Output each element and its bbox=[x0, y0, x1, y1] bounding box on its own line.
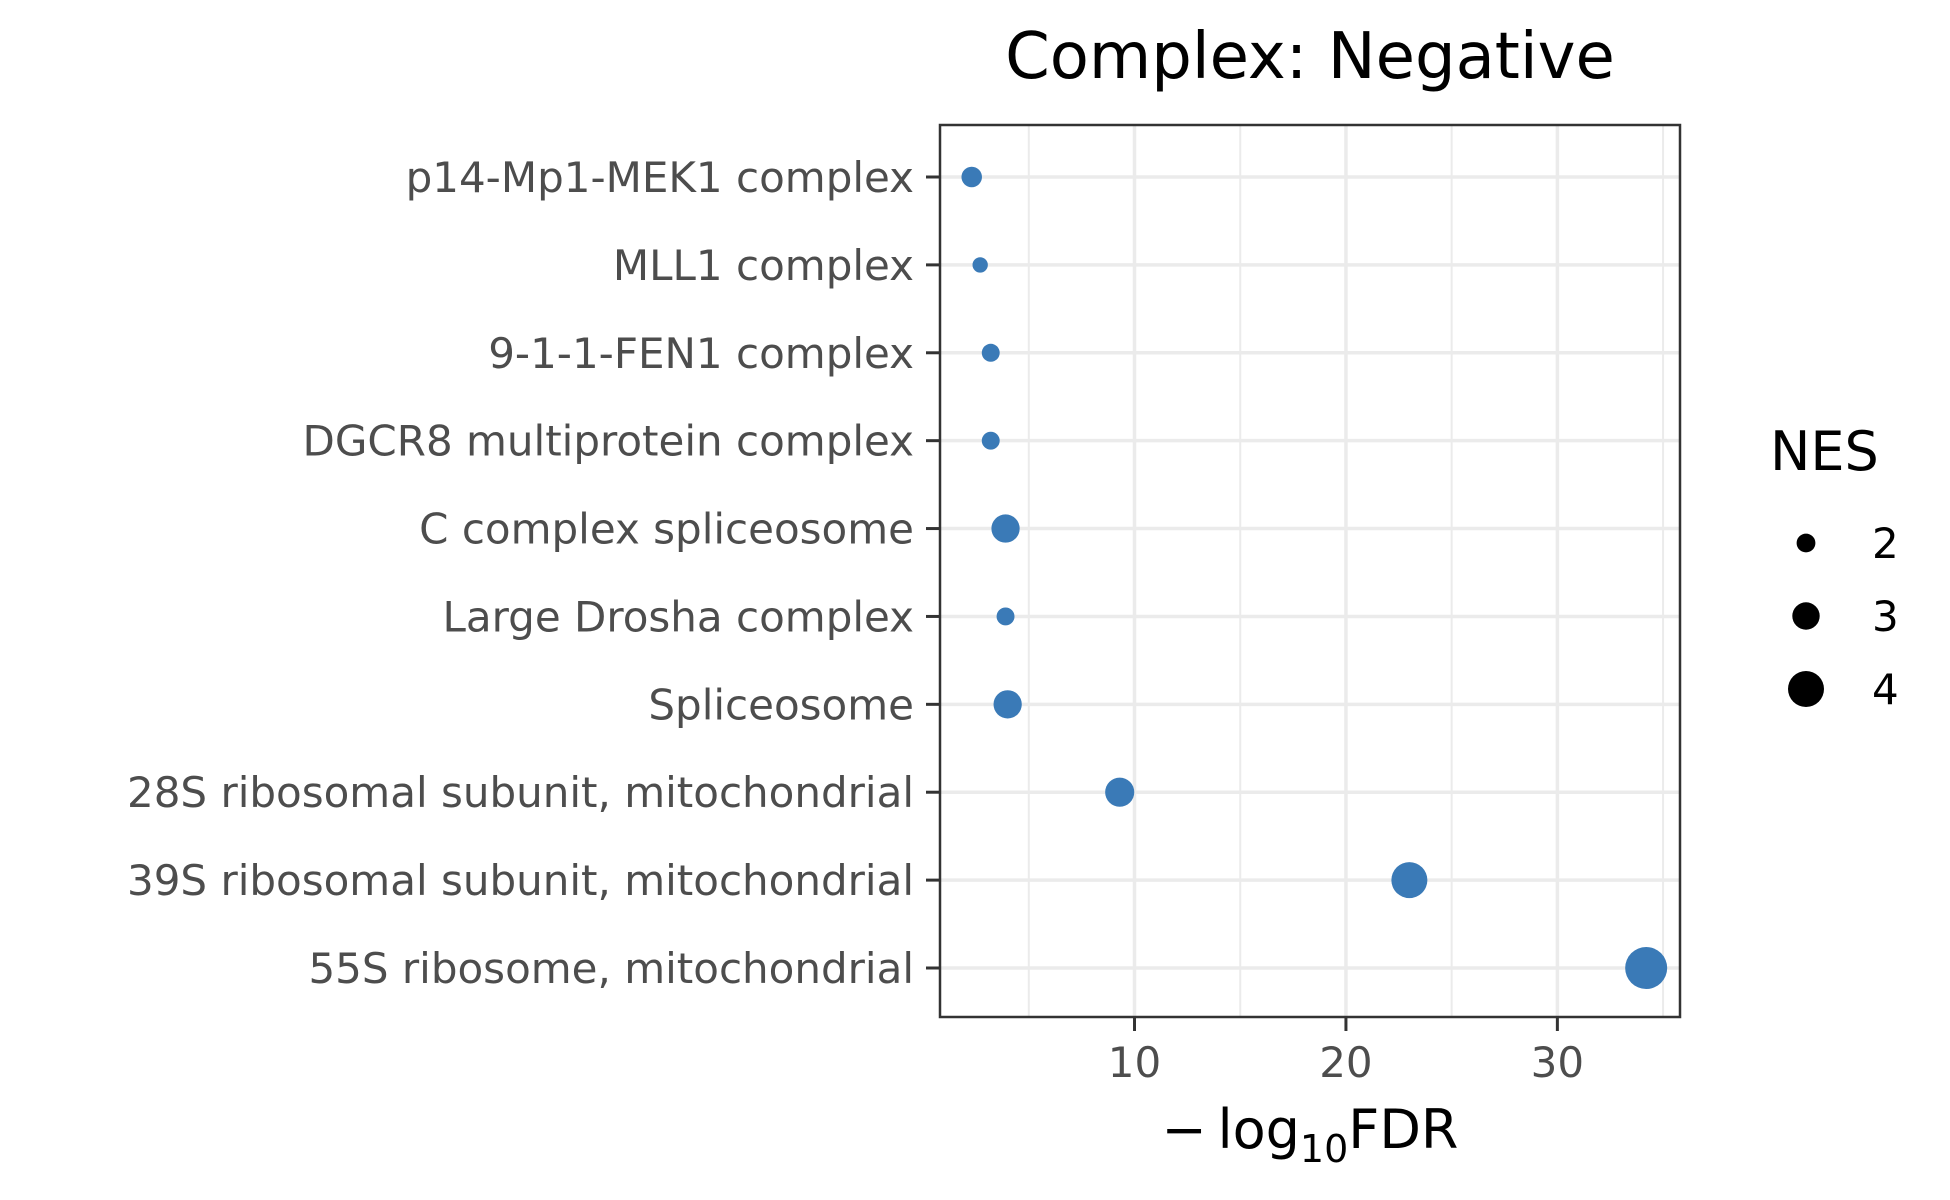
data-point bbox=[1105, 777, 1135, 807]
data-points bbox=[961, 166, 1668, 990]
data-point bbox=[972, 257, 988, 273]
size-legend: NES 2 3 4 bbox=[1770, 420, 1899, 714]
data-point bbox=[996, 607, 1015, 626]
x-tick-label: 20 bbox=[1319, 1038, 1372, 1087]
data-point bbox=[993, 690, 1022, 719]
x-axis-title-subscript: 10 bbox=[1300, 1127, 1348, 1171]
y-tick-label: 9-1-1-FEN1 complex bbox=[488, 329, 914, 378]
plot-panel-border bbox=[938, 123, 1682, 1019]
x-tick-label: 10 bbox=[1108, 1038, 1161, 1087]
data-point bbox=[981, 431, 1000, 450]
data-point bbox=[1391, 862, 1428, 899]
x-axis-title-prefix: − log bbox=[1162, 1098, 1300, 1161]
data-point bbox=[981, 343, 1000, 362]
y-tick-label: 39S ribosomal subunit, mitochondrial bbox=[127, 856, 914, 905]
legend-label: 3 bbox=[1872, 592, 1899, 641]
legend-key bbox=[1788, 671, 1824, 707]
y-tick-label: MLL1 complex bbox=[613, 241, 914, 290]
data-point bbox=[961, 166, 982, 188]
y-tick-label: Spliceosome bbox=[648, 680, 914, 729]
x-tick-label: 30 bbox=[1531, 1038, 1584, 1087]
legend-key bbox=[1792, 602, 1820, 630]
x-axis: 10 20 30 bbox=[1108, 1017, 1584, 1087]
y-tick-label: p14-Mp1-MEK1 complex bbox=[406, 153, 914, 202]
y-tick-label: C complex spliceosome bbox=[419, 505, 914, 554]
legend-label: 4 bbox=[1872, 665, 1899, 714]
legend-label: 2 bbox=[1872, 519, 1899, 568]
y-tick-label: DGCR8 multiprotein complex bbox=[303, 417, 914, 466]
legend-title: NES bbox=[1770, 420, 1879, 483]
x-axis-title-suffix: FDR bbox=[1348, 1098, 1458, 1161]
y-tick-label: 28S ribosomal subunit, mitochondrial bbox=[127, 768, 914, 817]
grid bbox=[940, 125, 1680, 1017]
y-axis: p14-Mp1-MEK1 complex MLL1 complex 9-1-1-FE… bbox=[127, 153, 940, 993]
data-point bbox=[991, 514, 1020, 543]
legend-key bbox=[1796, 533, 1816, 553]
y-tick-label: 55S ribosome, mitochondrial bbox=[308, 944, 914, 993]
y-tick-label: Large Drosha complex bbox=[443, 592, 914, 641]
chart-title: Complex: Negative bbox=[1005, 20, 1615, 94]
data-point bbox=[1625, 946, 1668, 990]
x-axis-title: − log10FDR bbox=[1162, 1098, 1459, 1171]
